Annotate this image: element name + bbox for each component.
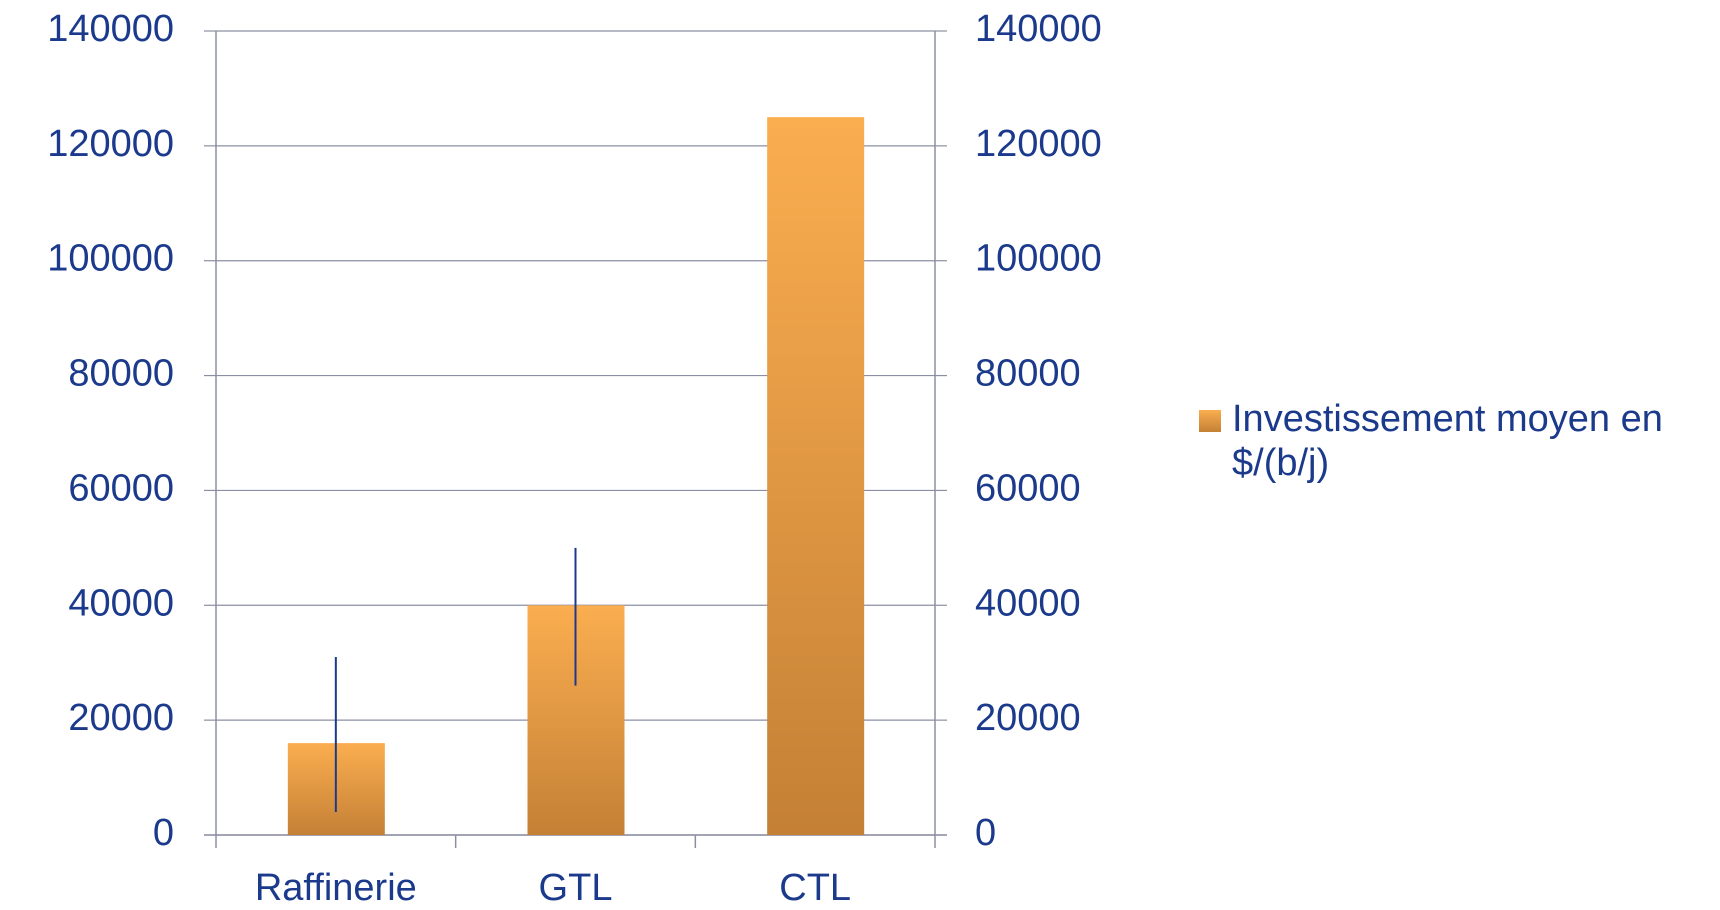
legend-text: Investissement moyen en $/(b/j) [1232, 398, 1663, 484]
y-tick-label: 0 [153, 812, 174, 854]
x-tick-label: CTL [779, 867, 851, 909]
y2-tick-label: 120000 [975, 123, 1102, 165]
bar [767, 117, 865, 835]
y-tick-label: 60000 [68, 467, 174, 509]
x-tick-label: GTL [539, 867, 613, 909]
y2-tick-label: 0 [975, 812, 996, 854]
y-tick-label: 20000 [68, 697, 174, 739]
legend-swatch [1199, 410, 1221, 432]
y2-tick-label: 100000 [975, 238, 1102, 280]
legend-entry: Investissement moyen en $/(b/j) [1232, 398, 1663, 484]
y-tick-label: 40000 [68, 582, 174, 624]
y2-tick-label: 60000 [975, 467, 1081, 509]
y2-tick-label: 40000 [975, 582, 1081, 624]
y2-tick-label: 80000 [975, 353, 1081, 395]
y-tick-label: 80000 [68, 353, 174, 395]
y2-tick-label: 140000 [975, 8, 1102, 50]
x-tick-label: Raffinerie [255, 867, 417, 909]
y-tick-label: 140000 [47, 8, 174, 50]
y-tick-label: 100000 [47, 238, 174, 280]
y2-tick-label: 20000 [975, 697, 1081, 739]
y-tick-label: 120000 [47, 123, 174, 165]
